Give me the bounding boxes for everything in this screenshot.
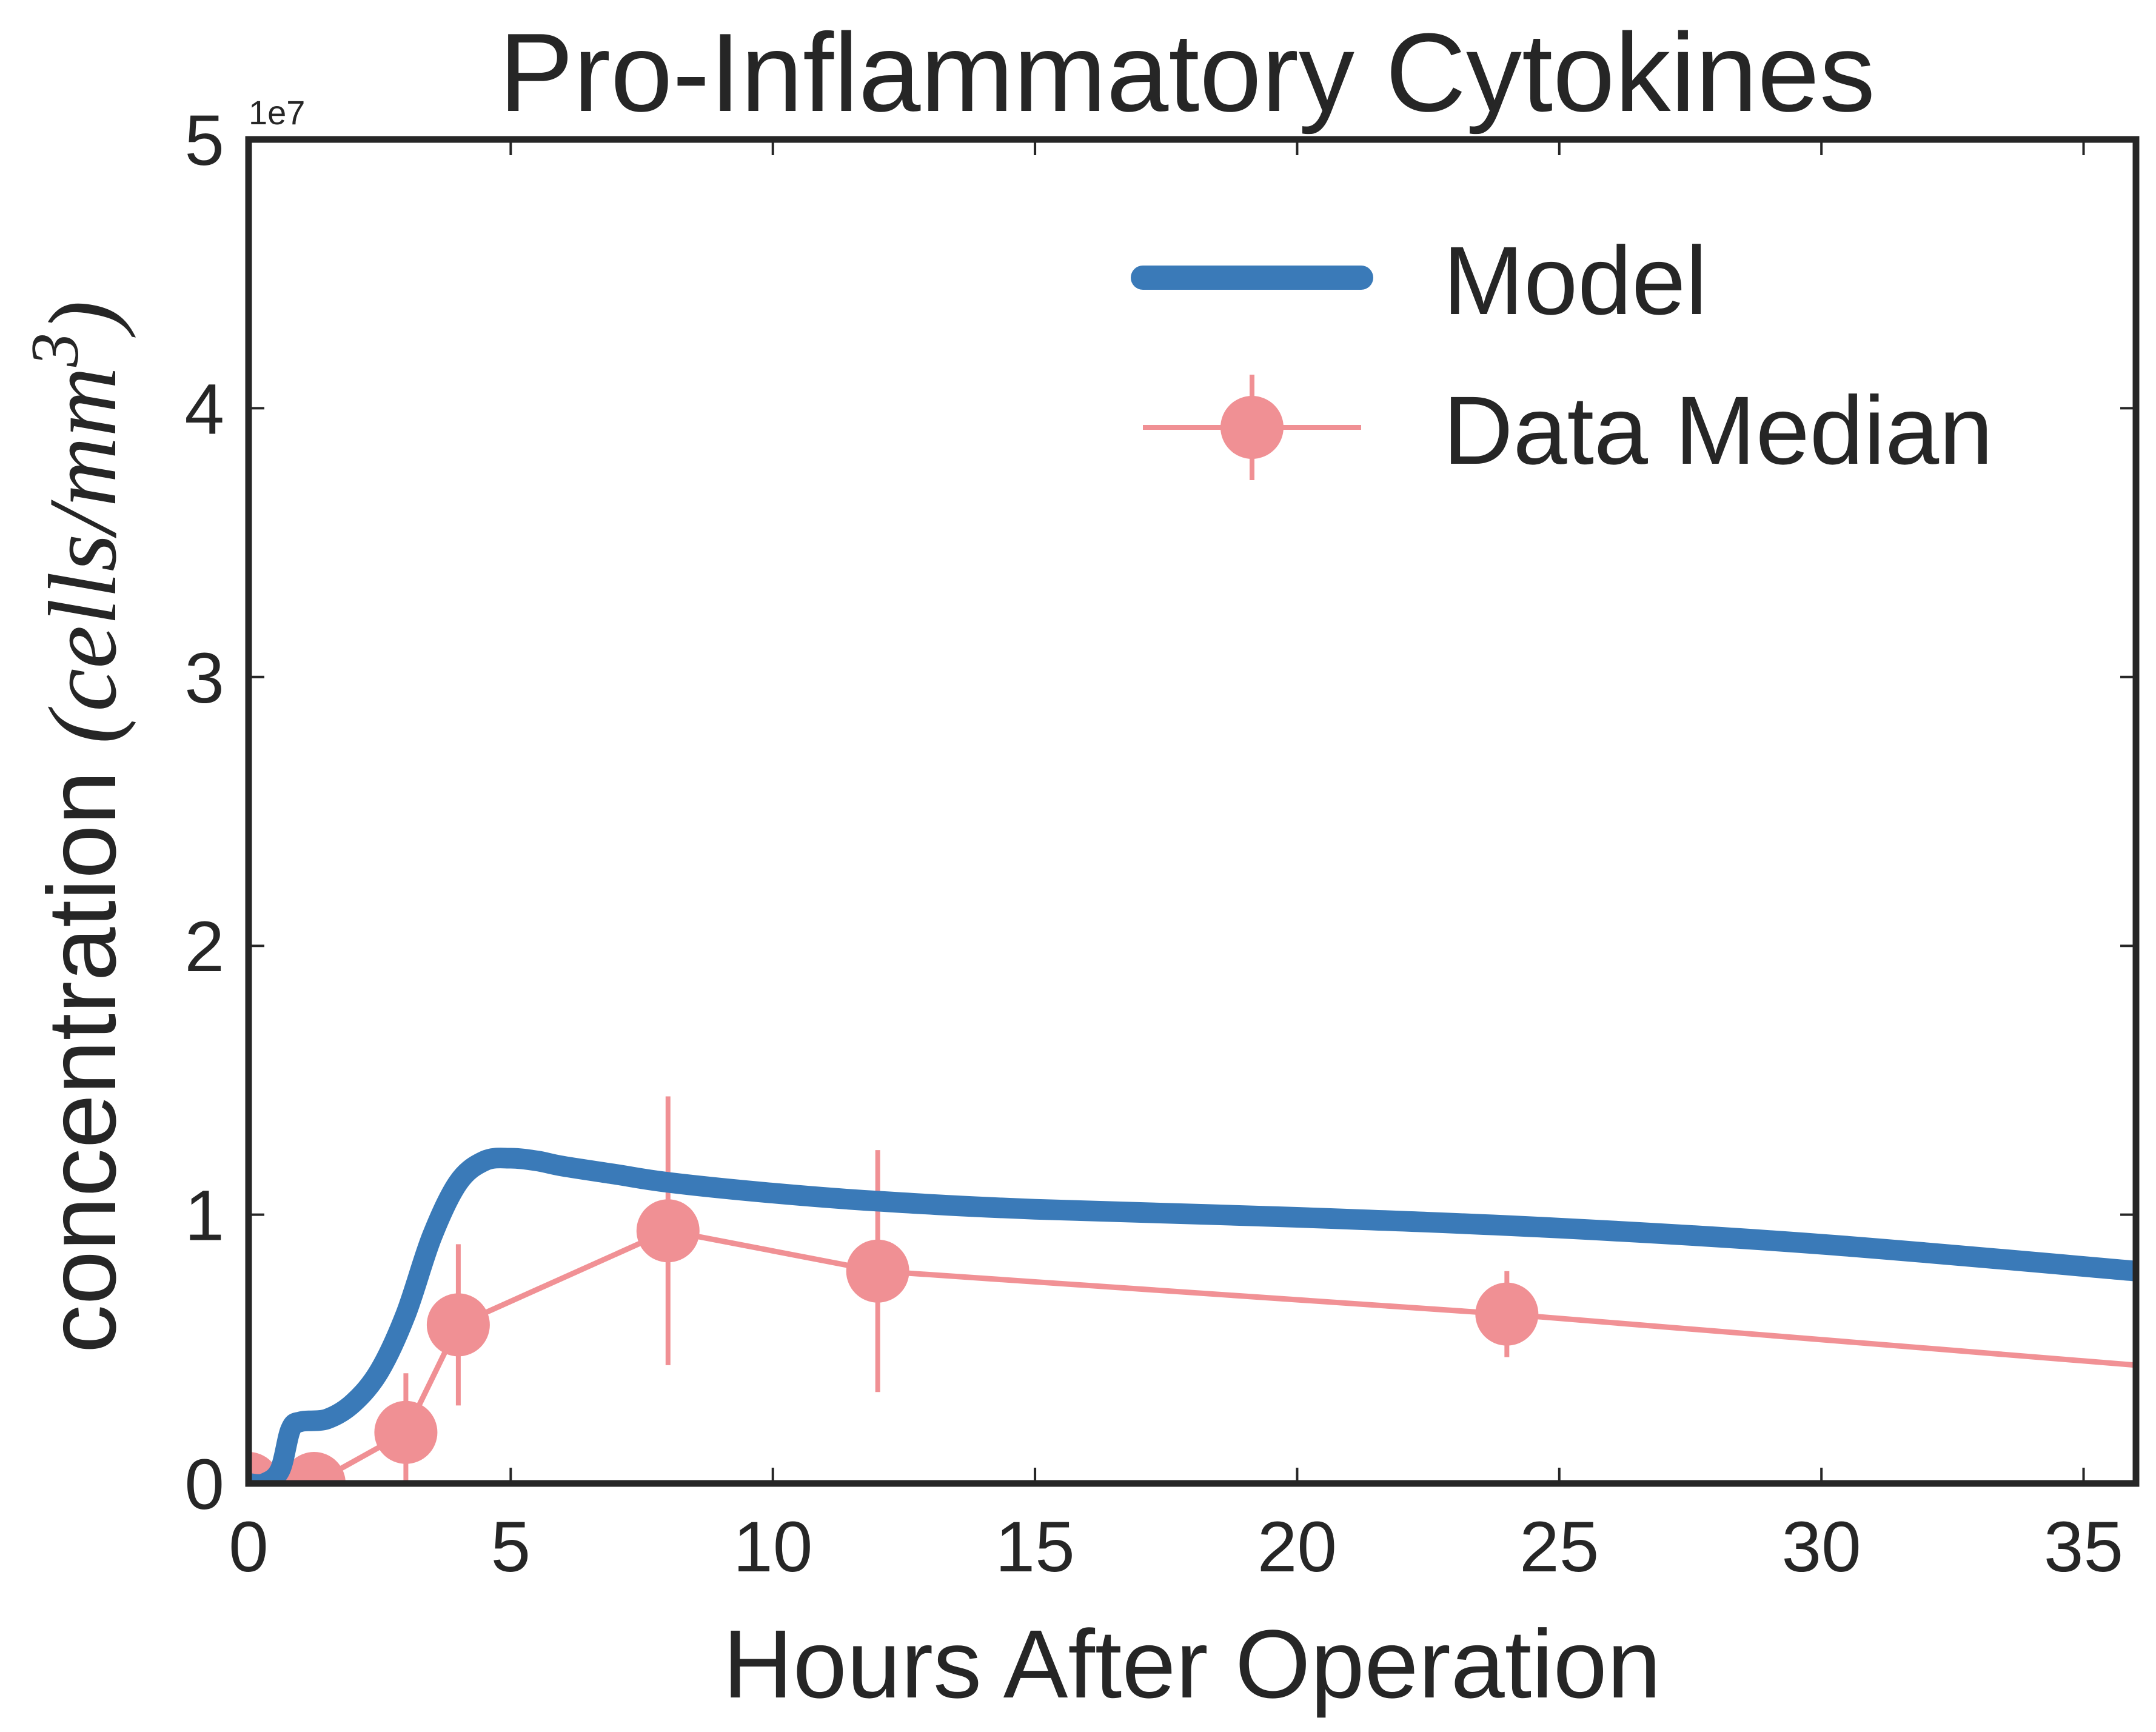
plot-frame bbox=[245, 136, 2140, 1487]
x-tick-label: 20 bbox=[1257, 1507, 1337, 1587]
data-median-point bbox=[846, 1239, 909, 1303]
data-median-point bbox=[426, 1293, 490, 1357]
series-layer bbox=[249, 1096, 2136, 1483]
legend-label-model: Model bbox=[1443, 226, 1707, 335]
y-offset-label: 1e7 bbox=[249, 93, 305, 132]
y-tick-label: 3 bbox=[184, 638, 224, 718]
x-tick-label: 10 bbox=[733, 1507, 812, 1587]
legend-label-data-median: Data Median bbox=[1443, 376, 1993, 484]
y-tick-label: 4 bbox=[184, 369, 224, 449]
y-axis-label-close-paren: ) bbox=[28, 301, 136, 338]
x-axis-label: Hours After Operation bbox=[723, 1610, 1661, 1718]
legend-swatch-data-median bbox=[1143, 375, 1361, 480]
axes-layer: 0 5 10 15 20 25 30 35 0 1 2 3 4 5 bbox=[184, 101, 2140, 1587]
x-tick-label: 35 bbox=[2044, 1507, 2123, 1587]
y-axis-label-text: concentration bbox=[27, 744, 136, 1353]
x-tick-label: 30 bbox=[1782, 1507, 1861, 1587]
model-line bbox=[249, 1148, 2136, 1483]
y-tick-label: 1 bbox=[184, 1176, 224, 1256]
data-median-point bbox=[374, 1400, 438, 1464]
legend: Model Data Median bbox=[1131, 226, 1993, 484]
y-axis-label-unit-exponent: 3 bbox=[18, 333, 93, 367]
x-tick-label: 15 bbox=[995, 1507, 1074, 1587]
y-axis-label: concentration (cells/mm3) bbox=[18, 301, 136, 1353]
legend-swatch-data-marker bbox=[1220, 396, 1284, 459]
y-tick-label: 5 bbox=[184, 101, 224, 181]
data-median-point bbox=[283, 1452, 346, 1483]
x-tick-label: 25 bbox=[1519, 1507, 1599, 1587]
data-median-point bbox=[636, 1199, 700, 1263]
y-tick-label: 2 bbox=[184, 907, 224, 987]
y-axis-label-unit: cells/mm bbox=[28, 367, 136, 712]
y-axis-label-open-paren: ( bbox=[28, 706, 136, 744]
x-tick-label: 5 bbox=[491, 1507, 531, 1587]
chart-title: Pro-Inflammatory Cytokines bbox=[499, 10, 1875, 135]
x-tick-label: 0 bbox=[229, 1507, 269, 1587]
y-tick-label: 0 bbox=[184, 1445, 224, 1525]
data-median-point bbox=[1475, 1282, 1539, 1346]
plot-clipped-group bbox=[249, 1096, 2136, 1483]
